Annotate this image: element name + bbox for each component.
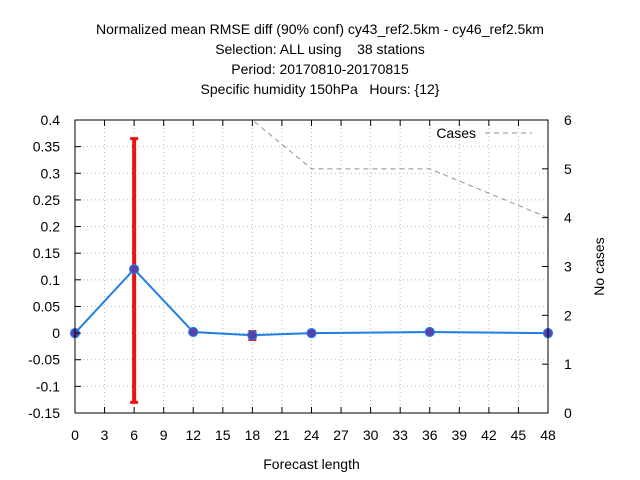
- y-tick-label: 0.05: [33, 298, 60, 314]
- rmse-diff-line: [74, 267, 549, 337]
- y-tick-label: 0: [52, 325, 60, 341]
- y2-tick-label: 6: [564, 112, 572, 128]
- data-point: [424, 326, 435, 338]
- y-tick-label: 0.4: [41, 112, 61, 128]
- y2-tick-label: 5: [564, 161, 572, 177]
- grid: [74, 119, 549, 414]
- y-tick-label: -0.05: [28, 352, 60, 368]
- x-tick-label: 12: [185, 427, 201, 443]
- y-tick-label: -0.1: [36, 378, 60, 394]
- x-tick-label: 30: [363, 427, 379, 443]
- y-tick-label: 0.1: [41, 272, 61, 288]
- y2-tick-label: 4: [564, 210, 572, 226]
- chart-title-line-2: Selection: ALL using 38 stations: [215, 41, 425, 57]
- data-point: [306, 327, 317, 339]
- x-tick-label: 27: [333, 427, 349, 443]
- chart-title-line-4: Specific humidity 150hPa Hours: {12}: [200, 81, 440, 97]
- chart-title-line-1: Normalized mean RMSE diff (90% conf) cy4…: [96, 21, 544, 37]
- y2-tick-label: 1: [564, 356, 572, 372]
- y2-tick-label: 0: [564, 405, 572, 421]
- cases-series: [75, 119, 549, 219]
- x-tick-label: 33: [392, 427, 408, 443]
- y-tick-label: 0.3: [41, 165, 61, 181]
- error-bars: [130, 137, 552, 404]
- axes: 0 3 6 9 12 15 18 21 24 27 30 33 36 39 42 45 48-0.15-0.1-…: [28, 112, 572, 443]
- y-tick-label: -0.15: [28, 405, 60, 421]
- data-point: [188, 326, 199, 338]
- y2-tick-label: 3: [564, 259, 572, 275]
- legend-label: Cases: [436, 125, 476, 141]
- plot-frame: [74, 119, 549, 414]
- x-tick-label: 42: [481, 427, 497, 443]
- y-tick-label: 0.2: [41, 219, 61, 235]
- y2-axis-label: No cases: [591, 237, 607, 295]
- rmse-diff-series: [69, 264, 554, 341]
- y-tick-label: 0.25: [33, 192, 60, 208]
- x-tick-label: 6: [130, 427, 138, 443]
- x-tick-label: 39: [452, 427, 468, 443]
- cases-line: [75, 119, 549, 219]
- x-tick-label: 0: [71, 427, 79, 443]
- x-tick-label: 21: [274, 427, 290, 443]
- x-tick-label: 45: [511, 427, 527, 443]
- x-axis-label: Forecast length: [263, 456, 360, 472]
- x-tick-label: 9: [160, 427, 168, 443]
- x-tick-label: 18: [245, 427, 261, 443]
- y-tick-label: 0.15: [33, 245, 60, 261]
- x-tick-label: 24: [304, 427, 320, 443]
- data-point: [129, 264, 140, 275]
- x-tick-label: 3: [101, 427, 109, 443]
- x-tick-label: 15: [215, 427, 231, 443]
- y2-tick-label: 2: [564, 307, 572, 323]
- chart-title-line-3: Period: 20170810-20170815: [231, 61, 409, 77]
- x-tick-label: 48: [540, 427, 556, 443]
- data-point: [247, 330, 258, 341]
- x-tick-label: 36: [422, 427, 438, 443]
- legend: Cases: [436, 125, 532, 141]
- y-tick-label: 0.35: [33, 139, 60, 155]
